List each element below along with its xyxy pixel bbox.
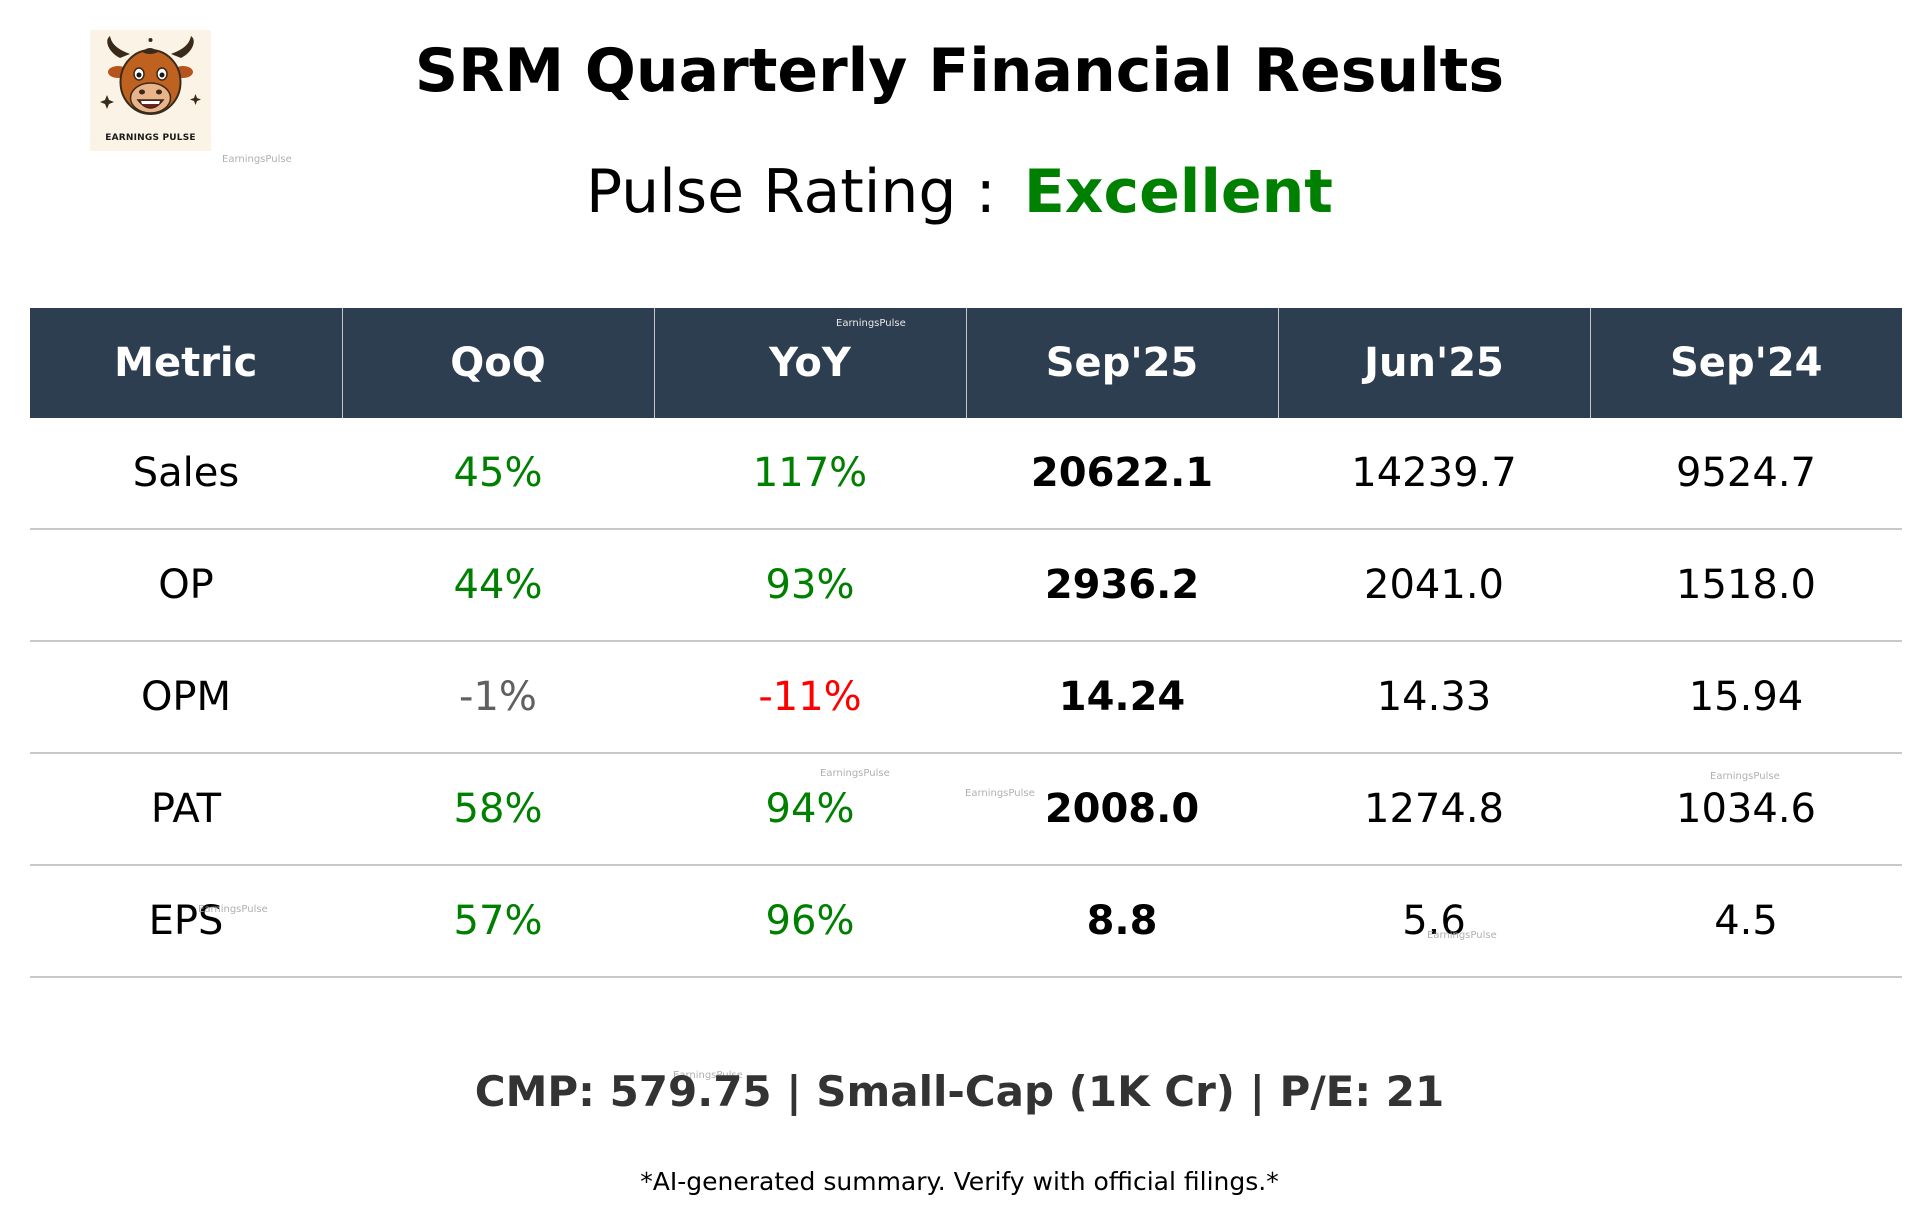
table-row: OPM -1% -11% 14.24 14.33 15.94 <box>30 641 1902 754</box>
previous-year-cell: 9524.7 <box>1590 418 1902 530</box>
yoy-cell: 93% <box>654 529 966 642</box>
page-title: SRM Quarterly Financial Results <box>414 36 1505 106</box>
table-row: Sales 45% 117% 20622.1 14239.7 9524.7 <box>30 418 1902 530</box>
metric-cell: PAT <box>30 753 342 866</box>
watermark: EarningsPulse <box>198 904 268 915</box>
yoy-cell: -11% <box>654 641 966 754</box>
watermark: EarningsPulse <box>1427 930 1497 941</box>
rating-label: Pulse Rating : <box>586 157 996 227</box>
earnings-pulse-logo: EARNINGS PULSE <box>90 30 211 151</box>
header-sep24: Sep'24 <box>1589 308 1902 418</box>
bull-mascot-icon <box>100 36 201 115</box>
table-row: OP 44% 93% 2936.2 2041.0 1518.0 <box>30 529 1902 642</box>
watermark: EarningsPulse <box>820 768 890 779</box>
current-quarter-cell: 20622.1 <box>966 418 1278 530</box>
table-header-row: Metric QoQ YoY Sep'25 Jun'25 Sep'24 <box>30 308 1902 418</box>
previous-year-cell: 1518.0 <box>1590 529 1902 642</box>
previous-year-cell: 1034.6 <box>1590 753 1902 866</box>
previous-year-cell: 15.94 <box>1590 641 1902 754</box>
qoq-cell: 45% <box>342 418 654 530</box>
rating-value: Excellent <box>1023 157 1333 227</box>
previous-quarter-cell: 5.6 <box>1278 865 1590 978</box>
yoy-cell: 94% <box>654 753 966 866</box>
qoq-cell: 57% <box>342 865 654 978</box>
qoq-cell: 44% <box>342 529 654 642</box>
watermark: EarningsPulse <box>965 788 1035 799</box>
header-jun25: Jun'25 <box>1277 308 1590 418</box>
previous-quarter-cell: 14.33 <box>1278 641 1590 754</box>
current-quarter-cell: 2936.2 <box>966 529 1278 642</box>
qoq-cell: -1% <box>342 641 654 754</box>
header-metric: Metric <box>30 308 342 418</box>
previous-quarter-cell: 14239.7 <box>1278 418 1590 530</box>
header-sep25: Sep'25 <box>965 308 1278 418</box>
table-row: PAT 58% 94% 2008.0 1274.8 1034.6 <box>30 753 1902 866</box>
current-quarter-cell: 2008.0 <box>966 753 1278 866</box>
watermark: EarningsPulse <box>222 154 292 165</box>
disclaimer: *AI-generated summary. Verify with offic… <box>640 1167 1279 1196</box>
watermark: EarningsPulse <box>673 1070 743 1081</box>
current-quarter-cell: 14.24 <box>966 641 1278 754</box>
results-table: Metric QoQ YoY Sep'25 Jun'25 Sep'24 Sale… <box>30 308 1902 978</box>
metric-cell: EPS <box>30 865 342 978</box>
metric-cell: Sales <box>30 418 342 530</box>
table-row: EPS 57% 96% 8.8 5.6 4.5 <box>30 865 1902 978</box>
pulse-rating: Pulse Rating : Excellent <box>0 157 1919 227</box>
logo-text: EARNINGS PULSE <box>105 133 196 143</box>
metric-cell: OPM <box>30 641 342 754</box>
previous-quarter-cell: 1274.8 <box>1278 753 1590 866</box>
yoy-cell: 96% <box>654 865 966 978</box>
watermark: EarningsPulse <box>836 318 906 329</box>
qoq-cell: 58% <box>342 753 654 866</box>
previous-quarter-cell: 2041.0 <box>1278 529 1590 642</box>
yoy-cell: 117% <box>654 418 966 530</box>
current-quarter-cell: 8.8 <box>966 865 1278 978</box>
previous-year-cell: 4.5 <box>1590 865 1902 978</box>
header-qoq: QoQ <box>341 308 654 418</box>
metric-cell: OP <box>30 529 342 642</box>
stock-summary: CMP: 579.75 | Small-Cap (1K Cr) | P/E: 2… <box>474 1067 1445 1116</box>
watermark: EarningsPulse <box>1710 771 1780 782</box>
header-yoy: YoY <box>653 308 966 418</box>
